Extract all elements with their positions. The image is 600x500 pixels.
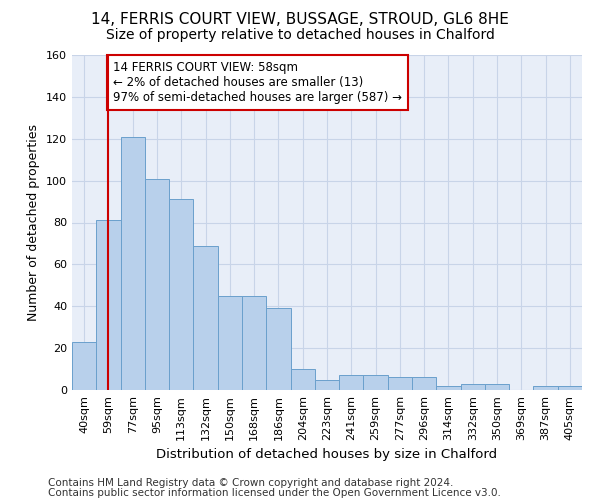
Text: 14 FERRIS COURT VIEW: 58sqm
← 2% of detached houses are smaller (13)
97% of semi: 14 FERRIS COURT VIEW: 58sqm ← 2% of deta… [113,62,402,104]
Bar [266,308,290,390]
Bar [364,376,388,390]
Text: 14, FERRIS COURT VIEW, BUSSAGE, STROUD, GL6 8HE: 14, FERRIS COURT VIEW, BUSSAGE, STROUD, … [91,12,509,28]
Text: Size of property relative to detached houses in Chalford: Size of property relative to detached ho… [106,28,494,42]
Bar [388,378,412,390]
Bar [290,369,315,390]
Bar [558,386,582,390]
Bar [96,220,121,390]
X-axis label: Distribution of detached houses by size in Chalford: Distribution of detached houses by size … [157,448,497,462]
Text: Contains public sector information licensed under the Open Government Licence v3: Contains public sector information licen… [48,488,501,498]
Bar [121,136,145,390]
Bar [169,200,193,390]
Bar [242,296,266,390]
Bar [461,384,485,390]
Bar [145,178,169,390]
Text: Contains HM Land Registry data © Crown copyright and database right 2024.: Contains HM Land Registry data © Crown c… [48,478,454,488]
Bar [339,376,364,390]
Bar [72,342,96,390]
Bar [315,380,339,390]
Bar [412,378,436,390]
Bar [193,246,218,390]
Bar [485,384,509,390]
Bar [436,386,461,390]
Y-axis label: Number of detached properties: Number of detached properties [28,124,40,321]
Bar [218,296,242,390]
Bar [533,386,558,390]
